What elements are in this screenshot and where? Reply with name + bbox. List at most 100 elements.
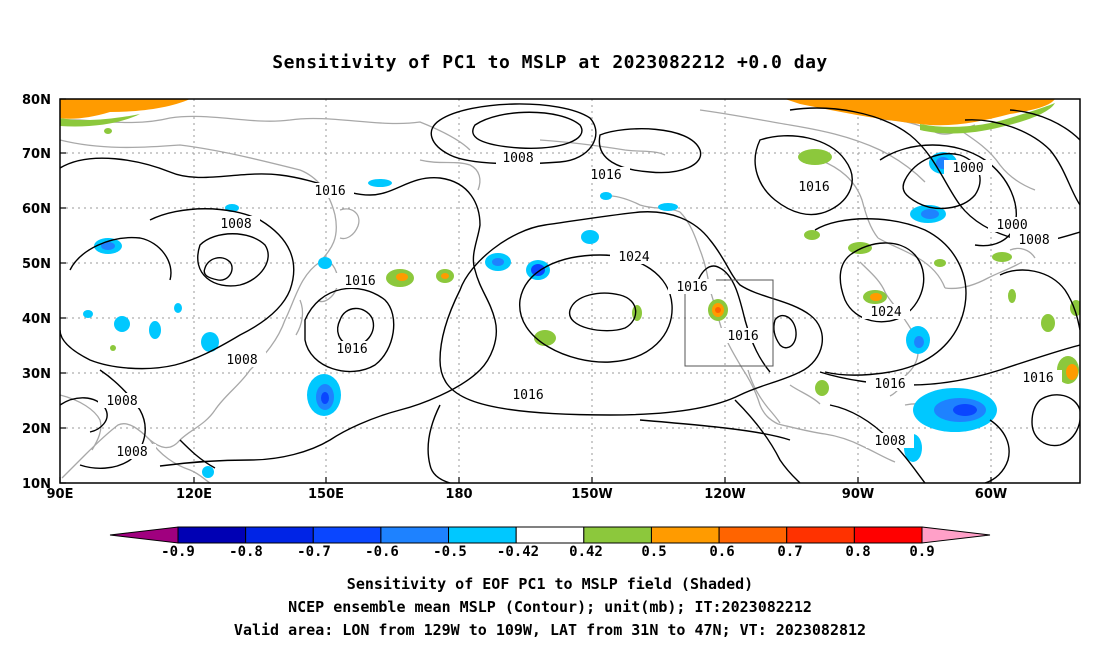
shade-patch: [920, 103, 1055, 134]
shade-patch: [992, 252, 1012, 262]
shade-patch: [492, 258, 504, 266]
lon-label: 120W: [704, 487, 745, 502]
colorbar-tick: -0.8: [229, 544, 263, 560]
shade-patch: [110, 345, 116, 351]
colorbar-tick: 0.7: [777, 544, 802, 560]
lat-label: 20N: [22, 422, 51, 437]
shaded-sensitivity: [60, 99, 1080, 478]
caption-line-2: NCEP ensemble mean MSLP (Contour); unit(…: [288, 598, 812, 616]
contour-label: 1008: [1018, 233, 1049, 248]
map-background: [60, 99, 1080, 483]
lat-label: 80N: [22, 93, 51, 108]
shade-patch: [785, 99, 1055, 126]
figure-title: Sensitivity of PC1 to MSLP at 2023082212…: [272, 52, 828, 73]
colorbar-tick: 0.8: [845, 544, 870, 560]
contour-label: 1016: [798, 180, 829, 195]
pressure-contours: [60, 103, 1080, 483]
contour-label: 1016: [727, 329, 758, 344]
lat-label: 10N: [22, 477, 51, 492]
shade-patch: [914, 336, 924, 348]
shade-patch: [953, 404, 977, 416]
caption-line-3: Valid area: LON from 129W to 109W, LAT f…: [234, 621, 866, 639]
lat-label: 30N: [22, 367, 51, 382]
colorbar-tick: 0.5: [641, 544, 666, 560]
colorbar-min-arrow: [109, 526, 179, 544]
contour-label: 1024: [870, 305, 901, 320]
lon-label: 90E: [47, 487, 74, 502]
shade-patch: [870, 293, 882, 301]
colorbar-segment: [380, 526, 450, 544]
map-frame: [59, 98, 1081, 484]
shade-patch: [318, 257, 332, 269]
lon-label: 180: [445, 487, 472, 502]
shade-patch: [1008, 289, 1016, 303]
shade-patch: [658, 203, 678, 211]
colorbar-tick: 0.42: [569, 544, 603, 560]
colorbar-segment: [515, 526, 585, 544]
colorbar-segment: [853, 526, 923, 544]
contour-label: 1008: [226, 353, 257, 368]
colorbar-segment: [718, 526, 788, 544]
shade-patch: [934, 259, 946, 267]
contour-label: 1008: [874, 434, 905, 449]
lon-label: 60W: [975, 487, 1007, 502]
lon-label: 120E: [176, 487, 212, 502]
shade-patch: [60, 99, 190, 119]
shade-patch: [101, 242, 115, 250]
lon-labels: 90E 120E 150E 180 150W 120W 90W 60W: [47, 487, 1008, 502]
colorbar-labels: -0.9 -0.8 -0.7 -0.6 -0.5 -0.42 0.42 0.5 …: [161, 544, 935, 560]
shade-patch: [798, 149, 832, 165]
colorbar-tick: 0.9: [909, 544, 934, 560]
shade-patch: [60, 114, 140, 127]
shade-patch: [114, 316, 130, 332]
contour-label: 1008: [502, 151, 533, 166]
shade-patch: [534, 330, 556, 346]
valid-area-box: [684, 279, 774, 367]
shade-patch: [83, 310, 93, 318]
shade-patch: [848, 242, 872, 254]
contour-label: 1008: [116, 445, 147, 460]
lat-label: 50N: [22, 257, 51, 272]
shade-patch: [368, 179, 392, 187]
shade-patch: [1041, 314, 1055, 332]
shade-patch: [396, 273, 408, 281]
shade-patch: [804, 230, 820, 240]
shade-patch: [174, 303, 182, 313]
lat-label: 70N: [22, 147, 51, 162]
contour-label: 1000: [996, 218, 1027, 233]
colorbar-segment: [583, 526, 652, 544]
shade-patch: [149, 321, 161, 339]
shade-patch: [441, 273, 449, 279]
contour-label: 1016: [336, 342, 367, 357]
lon-label: 150E: [308, 487, 344, 502]
colorbar-tick: -0.6: [365, 544, 399, 560]
shade-patch: [321, 392, 329, 404]
colorbar-segment: [786, 526, 855, 544]
colorbar-tick: -0.42: [497, 544, 539, 560]
contour-label: 1016: [590, 168, 621, 183]
shade-patch: [921, 209, 939, 219]
colorbar-tick: 0.6: [709, 544, 734, 560]
shade-patch: [815, 380, 829, 396]
shade-patch: [1066, 364, 1078, 380]
contour-label: 1024: [618, 250, 649, 265]
caption-line-1: Sensitivity of EOF PC1 to MSLP field (Sh…: [347, 575, 753, 593]
shade-patch: [202, 466, 214, 478]
contour-label: 1008: [220, 217, 251, 232]
contour-labels: 1008 1016 1008 1016 1016 1024 1016 1016 …: [98, 150, 1062, 460]
colorbar-segment: [312, 526, 382, 544]
colorbar-segment: [448, 526, 517, 544]
contour-label: 1016: [676, 280, 707, 295]
colorbar-tick: -0.7: [297, 544, 331, 560]
colorbar-segment: [177, 526, 247, 544]
shade-patch: [104, 128, 112, 134]
colorbar-tick: -0.5: [433, 544, 467, 560]
colorbar-segment: [650, 526, 720, 544]
contour-label: 1016: [512, 388, 543, 403]
contour-label: 1016: [314, 184, 345, 199]
lat-label: 40N: [22, 312, 51, 327]
contour-label: 1000: [952, 161, 983, 176]
colorbar: [109, 526, 991, 544]
shade-patch: [715, 307, 721, 313]
